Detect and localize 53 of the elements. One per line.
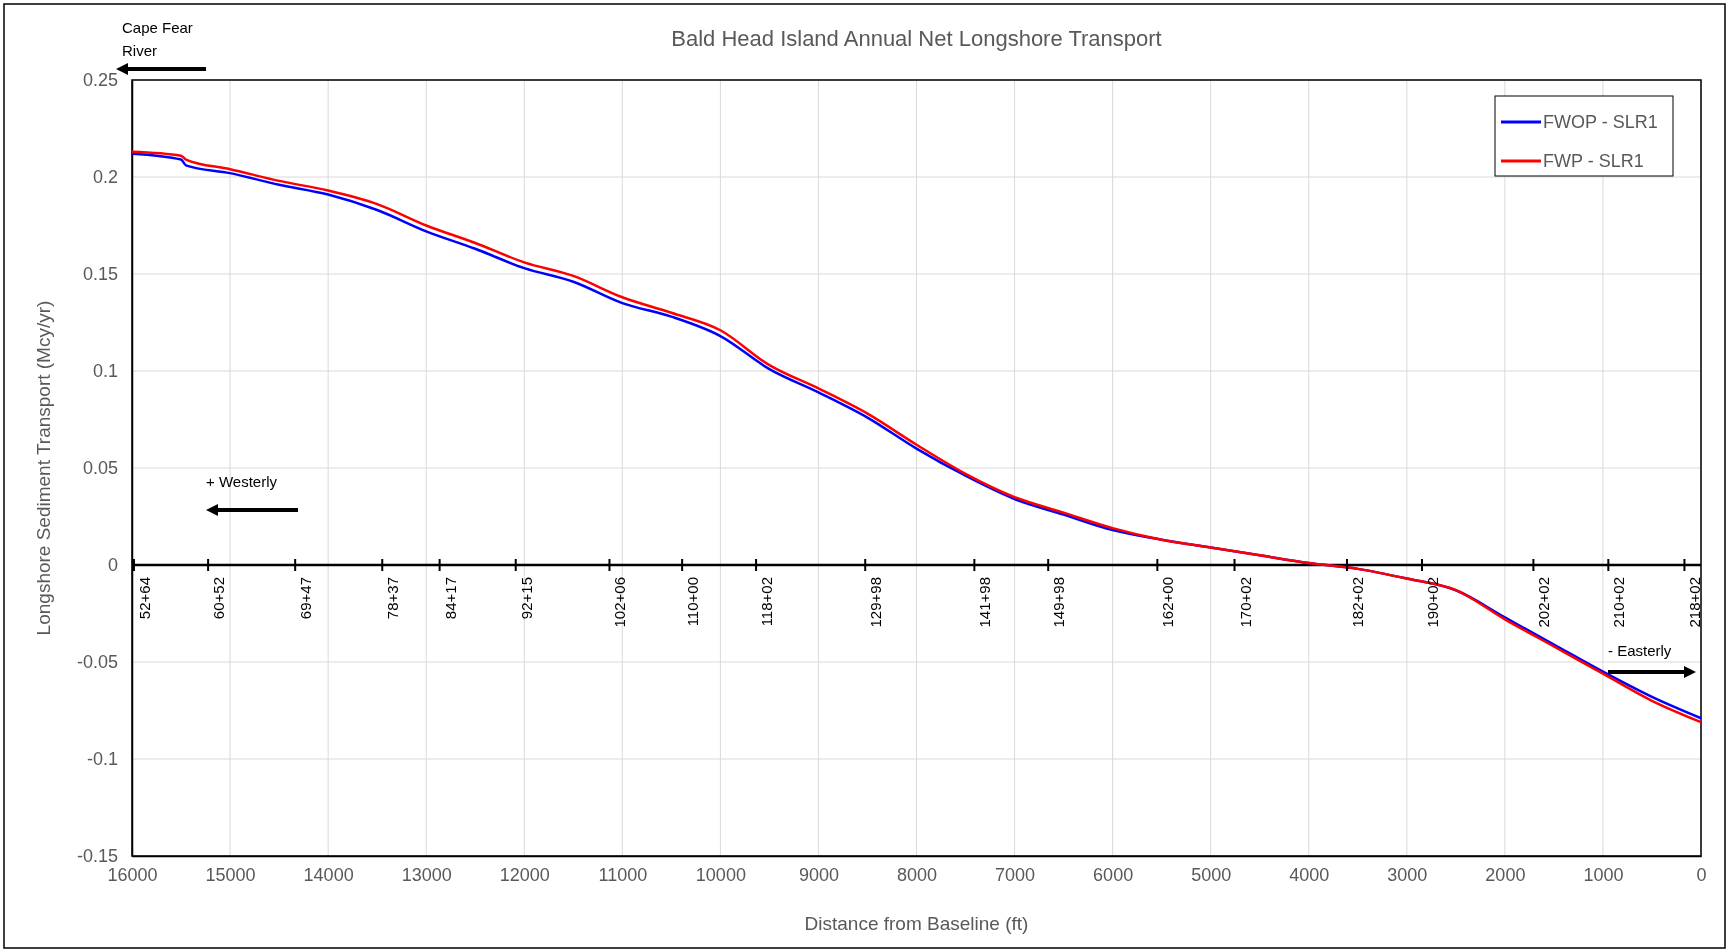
annotation: 170+02 (1236, 577, 1254, 628)
annotation: 110+00 (684, 577, 702, 627)
x-tick-label: 10000 (695, 864, 746, 885)
x-tick-label: 6000 (1093, 864, 1134, 885)
x-tick-label: 1000 (1583, 864, 1624, 885)
text: Cape Fear River (122, 18, 194, 61)
annotation: 202+02 (1535, 577, 1553, 628)
y-tick-label: -0.15 (76, 846, 118, 867)
x-tick-label: 9000 (798, 864, 839, 885)
annotation: 218+02 (1686, 577, 1704, 628)
x-tick-label: 4000 (1289, 864, 1330, 885)
annotation: 129+98 (867, 577, 885, 628)
y-tick-label: 0 (107, 555, 118, 576)
annotation: 69+47 (297, 577, 315, 620)
x-tick-label: 13000 (401, 864, 452, 885)
x-tick-label: 5000 (1191, 864, 1232, 885)
annotation: - Easterly (1608, 641, 1672, 661)
y-tick-label: -0.05 (76, 652, 118, 673)
x-tick-label: 14000 (303, 864, 354, 885)
annotation: 141+98 (976, 577, 994, 628)
annotation: 78+37 (384, 577, 402, 620)
chart-title: Bald Head Island Annual Net Longshore Transport (671, 26, 1162, 51)
y-tick-label: 0.05 (82, 458, 118, 479)
y-tick-label: -0.1 (86, 749, 118, 770)
annotation: 182+02 (1348, 577, 1366, 628)
x-tick-label: 8000 (896, 864, 938, 885)
annotation: 52+64 (135, 577, 153, 620)
legend-label: FWP - SLR1 (1543, 151, 1644, 171)
annotation: 190+02 (1424, 577, 1442, 628)
annotation: + Westerly (206, 472, 277, 492)
x-axis-title: Distance from Baseline (ft) (804, 913, 1029, 934)
annotation: 149+98 (1050, 577, 1068, 628)
y-tick-label: 0.2 (92, 167, 118, 188)
annotation: 60+52 (210, 577, 228, 620)
x-tick-label: 7000 (995, 864, 1036, 885)
x-tick-label: 0 (1696, 864, 1707, 885)
x-tick-label: 12000 (499, 864, 550, 885)
y-tick-label: 0.25 (82, 70, 118, 91)
x-tick-label: 16000 (107, 864, 158, 885)
y-tick-label: 0.15 (82, 264, 118, 285)
annotation: 84+17 (441, 577, 459, 620)
x-tick-label: 3000 (1387, 864, 1428, 885)
annotation: 92+15 (517, 577, 535, 620)
annotation: 162+00 (1159, 577, 1177, 628)
x-tick-label: 15000 (205, 864, 256, 885)
annotation: 210+02 (1610, 577, 1628, 628)
x-tick-label: 2000 (1485, 864, 1526, 885)
y-axis-title: Longshore Sediment Transport (Mcy/yr) (33, 300, 54, 636)
annotation: 118+02 (758, 577, 776, 627)
legend-label: FWOP - SLR1 (1543, 112, 1658, 132)
y-tick-label: 0.1 (92, 361, 118, 382)
annotation: 102+06 (611, 577, 629, 628)
x-tick-label: 11000 (598, 864, 648, 885)
